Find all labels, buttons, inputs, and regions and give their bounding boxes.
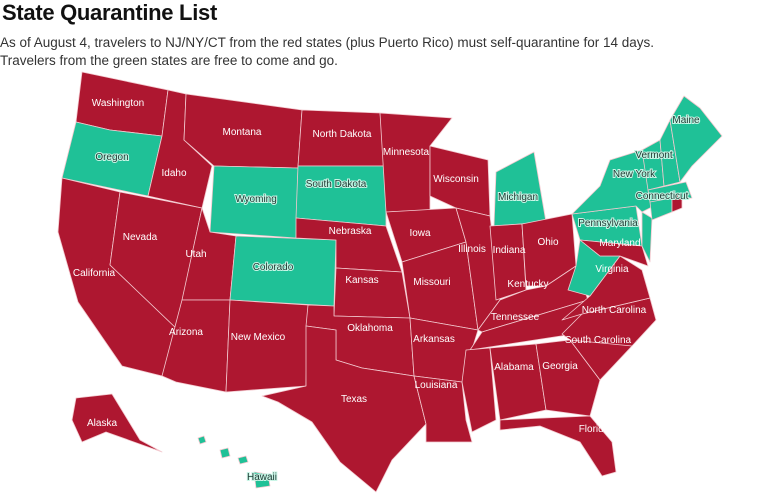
state-label-nebraska: Nebraska	[329, 226, 372, 237]
state-label-alabama: Alabama	[494, 362, 534, 373]
state-shape-maryland	[579, 239, 649, 267]
state-label-pennsylvania: Pennsylvania	[578, 218, 638, 229]
state-shape-oregon	[61, 121, 163, 197]
state-label-kentucky: Kentucky	[507, 279, 548, 290]
state-shape-florida	[499, 415, 617, 477]
state-label-missouri: Missouri	[413, 277, 450, 288]
state-label-idaho: Idaho	[161, 168, 186, 179]
state-shape-maine	[669, 95, 723, 183]
state-label-new-mexico: New Mexico	[231, 332, 286, 343]
state-maryland[interactable]	[579, 239, 649, 267]
state-shape-arizona	[161, 299, 231, 393]
state-maine[interactable]	[669, 95, 723, 183]
state-mississippi[interactable]	[461, 347, 497, 433]
state-label-tennessee: Tennessee	[491, 312, 540, 323]
state-label-georgia: Georgia	[542, 361, 578, 372]
subtitle-line-2: Travelers from the green states are free…	[0, 53, 338, 68]
state-shape-rhode-island	[671, 193, 683, 213]
state-label-alaska: Alaska	[87, 418, 117, 429]
state-label-florida: Florida	[579, 424, 610, 435]
state-label-washington: Washington	[92, 98, 144, 109]
state-label-arizona: Arizona	[169, 327, 203, 338]
state-label-illinois: Illinois	[458, 244, 486, 255]
state-shape-south-dakota	[295, 165, 387, 227]
state-label-colorado: Colorado	[253, 262, 294, 273]
state-label-louisiana: Louisiana	[415, 380, 458, 391]
state-new-mexico[interactable]	[225, 299, 309, 393]
state-label-wyoming: Wyoming	[235, 194, 277, 205]
state-texas[interactable]	[261, 325, 427, 493]
state-label-ohio: Ohio	[537, 237, 559, 248]
state-label-texas: Texas	[341, 394, 367, 405]
state-label-indiana: Indiana	[493, 245, 526, 256]
state-oregon[interactable]	[61, 121, 163, 197]
map-subtitle: As of August 4, travelers to NJ/NY/CT fr…	[0, 34, 654, 70]
state-label-montana: Montana	[223, 127, 262, 138]
state-label-virginia: Virginia	[595, 264, 629, 275]
state-shape-hawaii	[237, 455, 249, 465]
state-south-dakota[interactable]	[295, 165, 387, 227]
state-label-maine: Maine	[672, 115, 700, 126]
state-florida[interactable]	[499, 415, 617, 477]
state-label-oregon: Oregon	[95, 152, 128, 163]
state-label-vermont: Vermont	[635, 150, 672, 161]
state-shape-hawaii	[253, 471, 271, 489]
state-rhode-island[interactable]	[671, 193, 683, 213]
state-label-new-york: New York	[613, 169, 656, 180]
state-shape-texas	[261, 325, 427, 493]
state-label-utah: Utah	[185, 249, 206, 260]
state-label-maryland: Maryland	[599, 238, 640, 249]
subtitle-line-1: As of August 4, travelers to NJ/NY/CT fr…	[0, 35, 655, 50]
state-arizona[interactable]	[161, 299, 231, 393]
state-shape-hawaii	[197, 435, 207, 445]
state-shape-michigan	[493, 151, 547, 227]
state-label-oklahoma: Oklahoma	[347, 323, 393, 334]
state-shape-mississippi	[461, 347, 497, 433]
state-label-wisconsin: Wisconsin	[433, 174, 479, 185]
state-new-jersey[interactable]	[641, 211, 653, 263]
state-label-arkansas: Arkansas	[413, 334, 455, 345]
state-label-nevada: Nevada	[123, 232, 158, 243]
state-label-south-carolina: South Carolina	[565, 335, 632, 346]
state-shape-new-jersey	[641, 211, 653, 263]
state-label-north-carolina: North Carolina	[582, 305, 647, 316]
state-shape-alaska	[71, 393, 163, 453]
state-alaska[interactable]	[71, 393, 163, 453]
state-shape-new-mexico	[225, 299, 309, 393]
map-title: State Quarantine List	[2, 0, 217, 25]
state-label-connecticut: Connecticut	[636, 191, 689, 202]
state-label-iowa: Iowa	[409, 228, 431, 239]
state-label-south-dakota: South Dakota	[306, 179, 367, 190]
state-shape-hawaii	[219, 447, 231, 459]
state-label-north-dakota: North Dakota	[313, 129, 372, 140]
state-label-california: California	[73, 268, 116, 279]
state-label-minnesota: Minnesota	[383, 147, 430, 158]
state-label-hawaii: Hawaii	[247, 472, 277, 483]
state-label-michigan: Michigan	[498, 192, 538, 203]
state-label-kansas: Kansas	[345, 275, 378, 286]
state-hawaii[interactable]	[197, 435, 271, 489]
state-michigan[interactable]	[493, 151, 547, 227]
